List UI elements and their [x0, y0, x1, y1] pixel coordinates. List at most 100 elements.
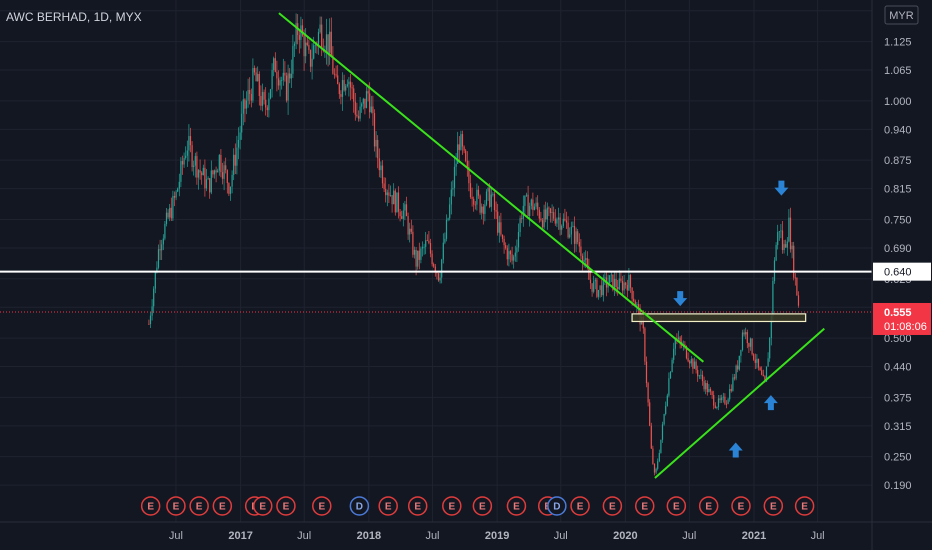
- event-ring: [570, 496, 590, 516]
- earnings-event-marker[interactable]: E: [763, 496, 784, 516]
- price-tick-label: 0.500: [884, 333, 912, 345]
- candle-body: [524, 195, 526, 206]
- earnings-event-marker[interactable]: E: [794, 496, 815, 516]
- candle-body: [159, 249, 161, 251]
- support-zone-rectangle[interactable]: [631, 313, 807, 323]
- time-tick-label: Jul: [811, 530, 825, 542]
- candle-body: [588, 267, 590, 280]
- candle-body: [223, 165, 225, 179]
- earnings-event-marker[interactable]: E: [407, 496, 428, 516]
- candle-body: [636, 304, 638, 306]
- candle-body: [221, 172, 224, 179]
- time-tick-label: Jul: [425, 530, 439, 542]
- candle-body: [557, 217, 560, 220]
- price-tick-label: 0.375: [884, 392, 912, 404]
- trendline[interactable]: [278, 12, 705, 363]
- candle-body: [661, 424, 664, 440]
- candle-body: [469, 183, 472, 198]
- currency-badge[interactable]: MYR: [884, 5, 919, 25]
- candle-body: [493, 193, 496, 211]
- candle-body: [703, 381, 705, 390]
- candle-body: [290, 73, 292, 79]
- earnings-event-marker[interactable]: E: [570, 496, 590, 516]
- earnings-event-marker[interactable]: E: [731, 496, 751, 516]
- earnings-event-marker[interactable]: E: [212, 496, 233, 516]
- candle-body: [601, 285, 603, 296]
- earnings-event-marker[interactable]: E: [472, 496, 493, 516]
- earnings-event-marker[interactable]: E: [189, 496, 209, 516]
- earnings-event-marker[interactable]: E: [442, 496, 462, 516]
- earnings-event-marker[interactable]: E: [252, 496, 273, 516]
- candle-body: [180, 161, 182, 182]
- earnings-event-marker[interactable]: E: [166, 496, 186, 516]
- earnings-event-marker[interactable]: E: [698, 496, 719, 516]
- dividend-event-marker[interactable]: D: [349, 496, 370, 516]
- candle-body: [281, 80, 283, 81]
- price-axis[interactable]: 1.1901.1251.0651.0000.9400.8750.8150.750…: [871, 0, 931, 550]
- candle-body: [599, 285, 601, 291]
- candle-body: [201, 172, 203, 176]
- earnings-event-marker[interactable]: E: [634, 496, 655, 516]
- candle-body: [196, 156, 198, 178]
- candle-body: [212, 170, 214, 175]
- candle-body: [762, 374, 764, 377]
- candle-body: [554, 218, 556, 224]
- candle-body: [282, 72, 284, 81]
- candles: [148, 13, 800, 476]
- candle-body: [765, 366, 768, 382]
- event-ring: [252, 496, 273, 516]
- earnings-event-marker[interactable]: E: [140, 496, 161, 516]
- candle-body: [761, 370, 763, 375]
- candle-body: [615, 278, 617, 288]
- candle-body: [583, 259, 585, 262]
- candle-body: [733, 377, 736, 379]
- event-letter: E: [259, 502, 266, 513]
- candle-body: [329, 31, 331, 53]
- event-letter: D: [356, 502, 363, 513]
- earnings-event-marker[interactable]: E: [378, 496, 398, 516]
- event-ring: [666, 496, 687, 516]
- candle-body: [437, 273, 440, 281]
- candle-body: [692, 359, 694, 369]
- candle-body: [706, 383, 708, 393]
- candle-body: [669, 372, 672, 379]
- candle-body: [428, 240, 430, 244]
- grid: [0, 0, 872, 522]
- candle-body: [236, 147, 238, 166]
- candle-body: [165, 212, 168, 224]
- event-ring: [506, 496, 527, 516]
- drawings: [0, 12, 872, 479]
- candle-body: [565, 220, 568, 223]
- earnings-event-marker[interactable]: E: [312, 496, 332, 516]
- candle-body: [506, 248, 508, 260]
- candle-body: [618, 278, 620, 290]
- candle-body: [269, 89, 272, 99]
- price-tick-label: 1.065: [884, 65, 912, 77]
- candle-body: [434, 266, 436, 273]
- candle-body: [471, 197, 473, 199]
- candle-body: [690, 359, 692, 364]
- earnings-event-marker[interactable]: E: [506, 496, 527, 516]
- candle-body: [333, 73, 336, 75]
- candle-body: [573, 225, 576, 244]
- candle-body: [553, 212, 555, 219]
- candle-body: [663, 414, 665, 425]
- earnings-event-marker[interactable]: E: [666, 496, 687, 516]
- earnings-event-marker[interactable]: E: [276, 496, 296, 516]
- candle-body: [617, 287, 619, 290]
- candle-body: [381, 165, 384, 184]
- candle-body: [242, 99, 244, 114]
- earnings-event-marker[interactable]: E: [602, 496, 623, 516]
- event-letter: E: [513, 502, 520, 513]
- candle-body: [362, 98, 364, 104]
- time-axis[interactable]: Jul 2017 Jul 2018 Jul 2019 Jul 2020 Jul 2021 Jul: [0, 521, 932, 542]
- candle-body: [348, 81, 350, 85]
- candle-body: [420, 248, 422, 260]
- candle-body: [252, 68, 254, 101]
- candle-body: [543, 209, 545, 228]
- candle-body: [287, 73, 289, 101]
- candle-body: [405, 204, 408, 217]
- dividend-event-marker[interactable]: D: [547, 496, 567, 516]
- trendline[interactable]: [654, 327, 825, 479]
